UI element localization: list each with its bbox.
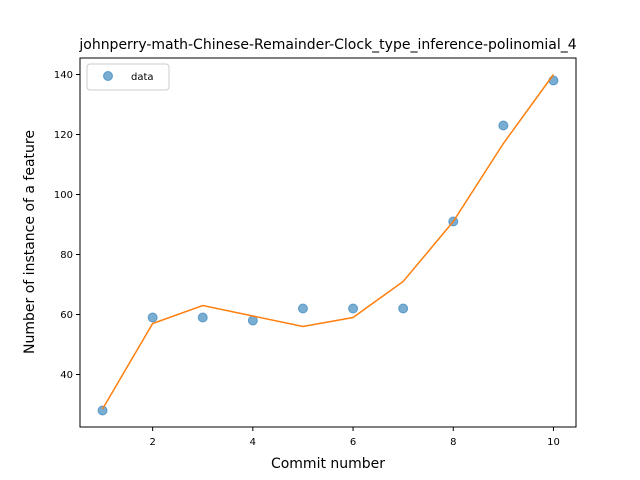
legend-label-data: data — [131, 72, 154, 83]
plot-area — [97, 74, 559, 416]
x-tick-label: 4 — [250, 437, 256, 448]
x-tick-label: 8 — [450, 437, 456, 448]
y-tick-label: 80 — [60, 250, 73, 261]
x-tick-label: 6 — [350, 437, 356, 448]
data-point — [147, 312, 158, 323]
data-point — [348, 303, 359, 314]
data-point — [498, 120, 509, 131]
y-tick-label: 60 — [60, 310, 73, 321]
x-tick-label: 2 — [149, 437, 155, 448]
legend: data — [86, 63, 170, 91]
y-tick-label: 140 — [54, 70, 73, 81]
y-axis-ticks: 40 60 80 100 120 140 — [54, 70, 80, 381]
y-tick-label: 40 — [60, 370, 73, 381]
y-tick-label: 120 — [54, 130, 73, 141]
y-axis-label: Number of instance of a feature — [22, 130, 38, 354]
data-point — [197, 312, 208, 323]
data-point — [297, 303, 308, 314]
legend-frame — [86, 63, 170, 91]
fit-line — [101, 74, 555, 410]
data-point — [398, 303, 409, 314]
data-point — [97, 405, 108, 416]
legend-marker-data — [103, 71, 113, 81]
chart-title: johnperry-math-Chinese-Remainder-Clock_t… — [78, 37, 576, 53]
y-tick-label: 100 — [54, 190, 73, 201]
x-axis-label: Commit number — [271, 456, 385, 472]
data-point — [548, 75, 559, 86]
x-tick-label: 10 — [547, 437, 560, 448]
axes-frame — [79, 57, 577, 428]
x-axis-ticks: 2 4 6 8 10 — [149, 427, 560, 448]
